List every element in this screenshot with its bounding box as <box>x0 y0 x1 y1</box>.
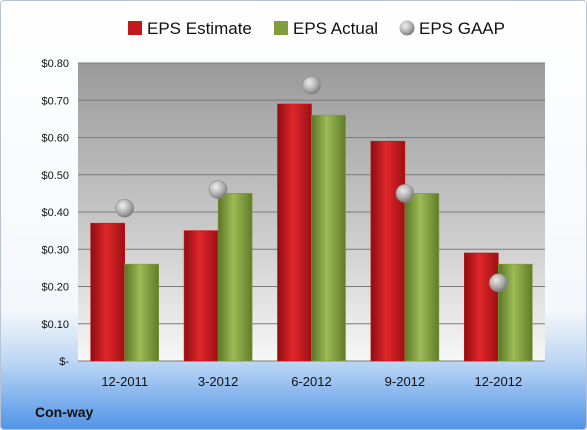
eps-actual-bar <box>404 193 440 362</box>
x-tick-label: 12-2012 <box>474 374 522 389</box>
eps-gaap-marker <box>488 273 508 293</box>
y-tick-label: $0.60 <box>41 133 69 145</box>
eps-gaap-marker <box>115 198 134 218</box>
company-name: Con-way <box>35 404 94 420</box>
y-tick-label: $0.70 <box>41 95 69 107</box>
eps-gaap-marker <box>208 180 228 199</box>
eps-gaap-marker <box>302 76 321 95</box>
eps-estimate-bar <box>90 222 125 362</box>
bars <box>90 103 533 362</box>
eps-actual-bar <box>311 114 346 362</box>
y-tick-label: $0.30 <box>41 244 69 256</box>
gaap-markers <box>115 76 508 293</box>
y-axis-labels: $- $0.10 $0.20 $0.30 $0.40 $0.50 $0.60 $0.70 $0.… <box>41 58 69 368</box>
eps-estimate-bar <box>370 140 406 362</box>
y-tick-label: $0.20 <box>41 282 69 294</box>
legend: EPS Estimate EPS Actual EPS GAAP <box>128 19 505 38</box>
x-tick-label: 12-2011 <box>101 374 148 389</box>
eps-estimate-bar <box>183 230 219 362</box>
x-tick-label: 3-2012 <box>198 374 238 389</box>
x-axis-labels: 12-2011 3-2012 6-2012 9-2012 12-2012 <box>101 374 522 389</box>
y-tick-label: $0.40 <box>41 207 69 219</box>
y-tick-label: $0.10 <box>41 319 69 331</box>
eps-actual-bar <box>217 193 253 362</box>
eps-actual-bar <box>124 263 159 362</box>
legend-actual-swatch <box>274 21 288 35</box>
legend-estimate-swatch <box>128 21 142 35</box>
legend-actual-label: EPS Actual <box>293 19 378 38</box>
eps-estimate-bar <box>463 252 499 362</box>
eps-gaap-marker <box>395 184 415 203</box>
eps-estimate-bar <box>277 103 312 362</box>
legend-gaap-label: EPS GAAP <box>419 19 505 38</box>
y-tick-label: $0.50 <box>41 170 69 182</box>
y-tick-label: $- <box>59 356 69 368</box>
legend-estimate-label: EPS Estimate <box>147 19 252 38</box>
y-tick-label: $0.80 <box>41 58 69 70</box>
legend-gaap-swatch <box>399 20 415 36</box>
x-tick-label: 9-2012 <box>385 374 425 389</box>
x-tick-label: 6-2012 <box>291 374 331 389</box>
